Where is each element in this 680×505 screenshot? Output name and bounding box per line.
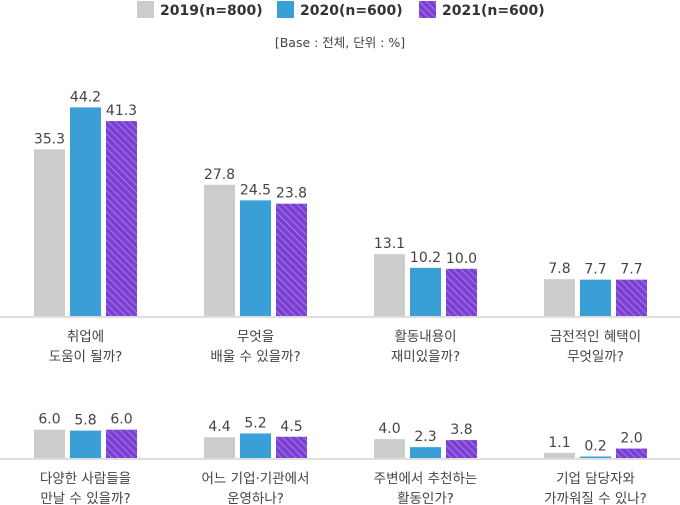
- data-label: 24.5: [240, 182, 271, 198]
- data-label: 44.2: [70, 89, 101, 105]
- bar-2-3-2021: [446, 440, 477, 458]
- data-label: 35.3: [34, 131, 65, 147]
- data-label: 3.8: [450, 422, 472, 438]
- data-label: 41.3: [106, 103, 137, 119]
- data-label: 4.5: [280, 419, 302, 435]
- bar-2-3-2020: [410, 447, 441, 458]
- bar-1-3-2019: [374, 254, 405, 316]
- bar-2-4-2019: [544, 452, 575, 458]
- category-label: 금전적인 혜택이: [550, 329, 641, 345]
- bar-2-1-2019: [34, 429, 65, 458]
- data-label: 10.0: [446, 251, 477, 267]
- category-label: 배울 수 있을까?: [210, 349, 300, 365]
- data-label: 6.0: [38, 412, 60, 428]
- data-label: 5.2: [244, 415, 266, 431]
- category-label: 무엇을: [237, 329, 274, 345]
- bar-1-1-2019: [34, 149, 65, 316]
- legend-label-1: 2020(n=600): [300, 3, 403, 19]
- data-label: 2.0: [620, 431, 642, 447]
- bar-2-2-2020: [240, 433, 271, 458]
- data-label: 2.3: [414, 429, 436, 445]
- bar-1-2-2020: [240, 200, 271, 316]
- category-label: 기업 담당자와: [556, 471, 635, 487]
- data-label: 6.0: [110, 412, 132, 428]
- category-label: 만날 수 있을까?: [40, 491, 130, 505]
- legend: 2019(n=800) 2020(n=600) 2021(n=600): [137, 1, 545, 19]
- legend-swatch-2: [419, 1, 436, 18]
- bar-1-4-2020: [580, 279, 611, 316]
- bar-1-3-2021: [446, 268, 477, 316]
- bar-1-3-2020: [410, 267, 441, 316]
- unit-note: [Base : 전체, 단위 : %]: [275, 35, 405, 50]
- category-label: 도움이 될까?: [49, 349, 123, 365]
- category-label: 무엇일까?: [567, 349, 624, 365]
- category-label: 다양한 사람들을: [40, 471, 131, 487]
- bar-2-3-2019: [374, 439, 405, 458]
- category-label: 어느 기업·기관에서: [202, 471, 310, 487]
- category-label: 취업에: [67, 329, 104, 345]
- data-label: 7.8: [548, 261, 570, 277]
- bar-1-2-2019: [204, 184, 235, 316]
- category-label: 활동내용이: [394, 329, 456, 345]
- bar-2-2-2019: [204, 437, 235, 458]
- data-label: 4.0: [378, 421, 400, 437]
- data-label: 4.4: [208, 419, 230, 435]
- data-label: 5.8: [74, 413, 96, 429]
- data-label: 27.8: [204, 167, 235, 183]
- data-label: 0.2: [584, 439, 606, 455]
- legend-label-0: 2019(n=800): [160, 3, 263, 19]
- category-label: 활동인가?: [397, 491, 454, 505]
- bar-2-4-2020: [580, 456, 611, 458]
- bar-2-1-2020: [70, 430, 101, 458]
- legend-swatch-0: [137, 1, 154, 18]
- bar-2-1-2021: [106, 429, 137, 458]
- bar-1-1-2021: [106, 121, 137, 317]
- category-label: 가까워질 수 있나?: [544, 491, 647, 505]
- bar-1-1-2020: [70, 107, 101, 316]
- category-label: 운영하나?: [227, 491, 284, 505]
- data-label: 23.8: [276, 186, 307, 202]
- data-label: 13.1: [374, 236, 405, 252]
- data-label: 7.7: [584, 262, 606, 278]
- bar-2-2-2021: [276, 436, 307, 458]
- bar-1-2-2021: [276, 203, 307, 316]
- bar-2-4-2021: [616, 448, 647, 458]
- legend-label-2: 2021(n=600): [442, 3, 545, 19]
- data-label: 7.7: [620, 262, 642, 278]
- data-label: 1.1: [548, 435, 570, 451]
- data-label: 10.2: [410, 250, 441, 266]
- legend-swatch-1: [277, 1, 294, 18]
- bar-1-4-2021: [616, 279, 647, 316]
- bar-1-4-2019: [544, 279, 575, 316]
- category-label: 재미있을까?: [391, 349, 460, 365]
- category-label: 주변에서 추천하는: [374, 471, 478, 487]
